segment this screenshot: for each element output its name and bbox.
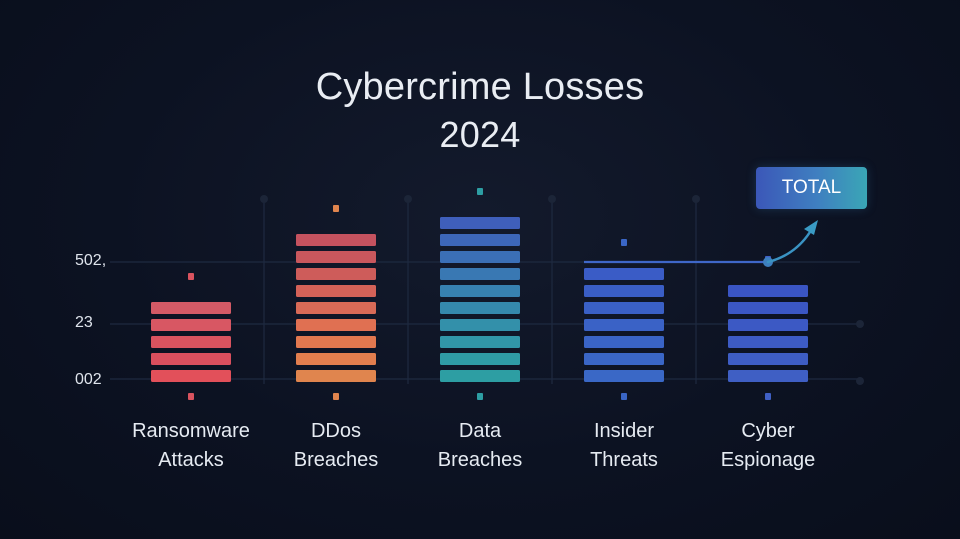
bar-top-marker [188,273,194,280]
gridline-end-dot [856,320,864,328]
category-label: Espionage [721,449,816,471]
bar-segment [440,319,520,331]
bar-top-marker [333,205,339,212]
category-label: Breaches [294,449,379,471]
bar-bottom-marker [333,393,339,400]
bar-segment [296,268,376,280]
total-arrow-line [766,230,812,264]
chart-subtitle: 2024 [439,114,521,155]
bar-segment [296,370,376,382]
bar-segment [440,251,520,263]
bar-bottom-marker [188,393,194,400]
bar-segment [584,336,664,348]
gridline-top-dot [548,195,556,203]
category-label: DDos [311,420,361,442]
bar-segment [440,268,520,280]
bar-segment [584,268,664,280]
bar-segment [440,353,520,365]
bar-segment [440,336,520,348]
bar-segment [440,217,520,229]
bar-segment [440,302,520,314]
bar-segment [151,319,231,331]
gridline-end-dot [856,377,864,385]
bar-segment [296,302,376,314]
bar-segment [151,302,231,314]
bar-segment [728,285,808,297]
bar-segment [584,353,664,365]
category-label: Attacks [158,449,224,471]
total-badge[interactable]: TOTAL [756,167,867,209]
bar-segment [728,353,808,365]
bar-segment [728,319,808,331]
bar-top-marker [477,188,483,195]
bar-segment [296,285,376,297]
bar-segment [584,285,664,297]
bar-segment [728,302,808,314]
category-label: Ransomware [132,420,250,442]
category-label: Cyber [741,420,795,442]
bar-segment [151,370,231,382]
category-label: Insider [594,420,654,442]
gridline-top-dot [404,195,412,203]
category-label: Threats [590,449,658,471]
chart-title: Cybercrime Losses [315,66,645,108]
bar-segment [728,336,808,348]
category-label: Breaches [438,449,523,471]
bar-segment [440,234,520,246]
bar-bottom-marker [765,393,771,400]
bar-segment [440,370,520,382]
bar-segment [584,302,664,314]
bar-segment [296,251,376,263]
bar-bottom-marker [477,393,483,400]
bar-segment [296,353,376,365]
bar-bottom-marker [621,393,627,400]
bar-segment [151,353,231,365]
bar-segment [584,319,664,331]
y-tick-label: 502, [75,252,106,269]
category-label: Data [459,420,502,442]
bar-segment [584,370,664,382]
bar-segment [296,319,376,331]
total-arrow-head [804,220,818,235]
gridline-top-dot [692,195,700,203]
y-tick-label: 23 [75,314,93,331]
y-tick-label: 002 [75,371,102,388]
bar-segment [440,285,520,297]
bar-segment [296,234,376,246]
gridline-top-dot [260,195,268,203]
bar-top-marker [621,239,627,246]
bar-segment [728,370,808,382]
bar-segment [296,336,376,348]
bar-segment [151,336,231,348]
